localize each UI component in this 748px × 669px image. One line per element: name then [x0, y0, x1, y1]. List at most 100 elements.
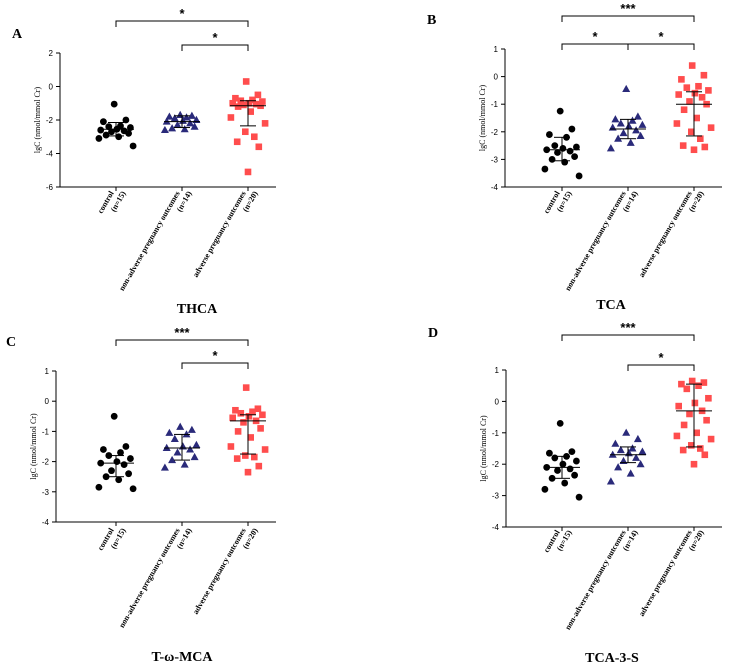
significance-bracket — [627, 364, 695, 371]
data-point-square — [233, 455, 241, 462]
data-point-circle — [102, 131, 110, 139]
significance-label: *** — [174, 325, 190, 340]
data-point-triangle — [619, 128, 628, 137]
data-point-square — [698, 94, 706, 101]
data-point-triangle — [626, 469, 635, 477]
data-point-square — [244, 468, 252, 476]
data-point-triangle — [170, 434, 179, 442]
significance-bracket — [561, 43, 629, 50]
category-name: non-adverse pregnancy outcomes — [563, 529, 628, 632]
x-category-label: adverse pregnancy outcomes — [637, 190, 694, 279]
y-tick-label: -4 — [46, 150, 54, 159]
data-point-triangle — [633, 112, 642, 120]
data-point-triangle — [606, 477, 615, 485]
y-tick-label: 1 — [45, 367, 50, 376]
chart-title: TCA — [596, 298, 626, 313]
data-point-triangle — [173, 448, 182, 456]
significance-bracket — [181, 362, 249, 369]
data-point-circle — [551, 454, 559, 462]
panel-letter: D — [428, 326, 438, 341]
data-point-circle — [126, 455, 134, 462]
data-point-triangle — [168, 455, 177, 464]
data-point-triangle — [165, 112, 174, 120]
data-point-square — [688, 442, 695, 449]
data-point-circle — [568, 448, 576, 456]
data-point-square — [237, 409, 245, 417]
data-point-square — [688, 377, 696, 385]
data-point-square — [254, 91, 262, 99]
y-tick-label: -3 — [492, 492, 500, 501]
data-point-circle — [122, 443, 130, 450]
data-point-square — [249, 408, 256, 416]
significance-label: * — [212, 348, 218, 363]
data-point-circle — [115, 133, 123, 141]
data-point-square — [688, 62, 696, 69]
data-point-circle — [546, 131, 553, 138]
data-point-square — [697, 135, 704, 142]
data-point-square — [232, 406, 239, 414]
significance-label: * — [658, 29, 664, 44]
data-point-triangle — [614, 463, 623, 471]
data-point-circle — [110, 100, 118, 108]
series-non_adverse — [606, 428, 647, 485]
data-point-square — [690, 460, 698, 468]
data-point-circle — [117, 449, 124, 456]
data-point-triangle — [160, 463, 169, 471]
data-point-square — [240, 101, 247, 109]
series-adverse — [673, 62, 715, 154]
y-tick-label: 0 — [495, 397, 500, 406]
data-point-triangle — [165, 428, 174, 436]
data-point-circle — [566, 465, 574, 473]
data-point-square — [234, 428, 242, 435]
data-point-square — [245, 413, 253, 420]
data-point-square — [701, 451, 709, 459]
data-point-square — [675, 402, 682, 410]
series-control — [541, 107, 583, 180]
data-point-square — [242, 128, 249, 136]
data-point-square — [680, 106, 688, 114]
category-name: adverse pregnancy outcomes — [191, 527, 248, 616]
data-point-triangle — [168, 124, 177, 132]
data-point-circle — [568, 125, 576, 133]
data-point-square — [240, 419, 247, 426]
data-point-circle — [573, 457, 580, 465]
significance-label: * — [179, 6, 185, 21]
data-point-square — [691, 89, 699, 97]
series-non_adverse — [606, 84, 647, 152]
data-point-circle — [95, 135, 103, 142]
data-point-triangle — [160, 125, 169, 134]
data-point-circle — [554, 149, 561, 156]
data-point-circle — [559, 460, 567, 468]
data-point-square — [255, 143, 263, 151]
data-point-square — [697, 445, 704, 452]
y-tick-label: -1 — [42, 427, 50, 436]
data-point-square — [234, 103, 242, 110]
series-adverse — [227, 384, 269, 476]
data-point-circle — [120, 461, 128, 469]
data-point-circle — [551, 142, 559, 150]
x-category-label: non-adverse pregnancy outcomes — [563, 529, 628, 632]
data-point-circle — [566, 147, 574, 155]
data-point-square — [251, 133, 258, 141]
data-point-triangle — [638, 447, 647, 455]
significance-bracket — [561, 334, 695, 341]
data-point-triangle — [190, 122, 199, 130]
data-point-circle — [546, 449, 553, 457]
data-point-triangle — [616, 445, 625, 454]
data-point-circle — [541, 485, 549, 493]
data-point-triangle — [606, 144, 615, 152]
data-point-square — [247, 434, 254, 441]
data-point-circle — [105, 123, 113, 131]
data-point-circle — [129, 485, 137, 493]
category-name: adverse pregnancy outcomes — [637, 529, 694, 618]
data-point-circle — [548, 156, 556, 163]
data-point-square — [686, 98, 693, 105]
data-point-circle — [548, 474, 556, 482]
data-point-square — [679, 142, 687, 149]
data-point-circle — [559, 144, 567, 152]
significance-label: *** — [620, 320, 636, 335]
data-point-circle — [554, 467, 561, 474]
data-point-triangle — [632, 126, 641, 134]
data-point-triangle — [187, 425, 196, 433]
